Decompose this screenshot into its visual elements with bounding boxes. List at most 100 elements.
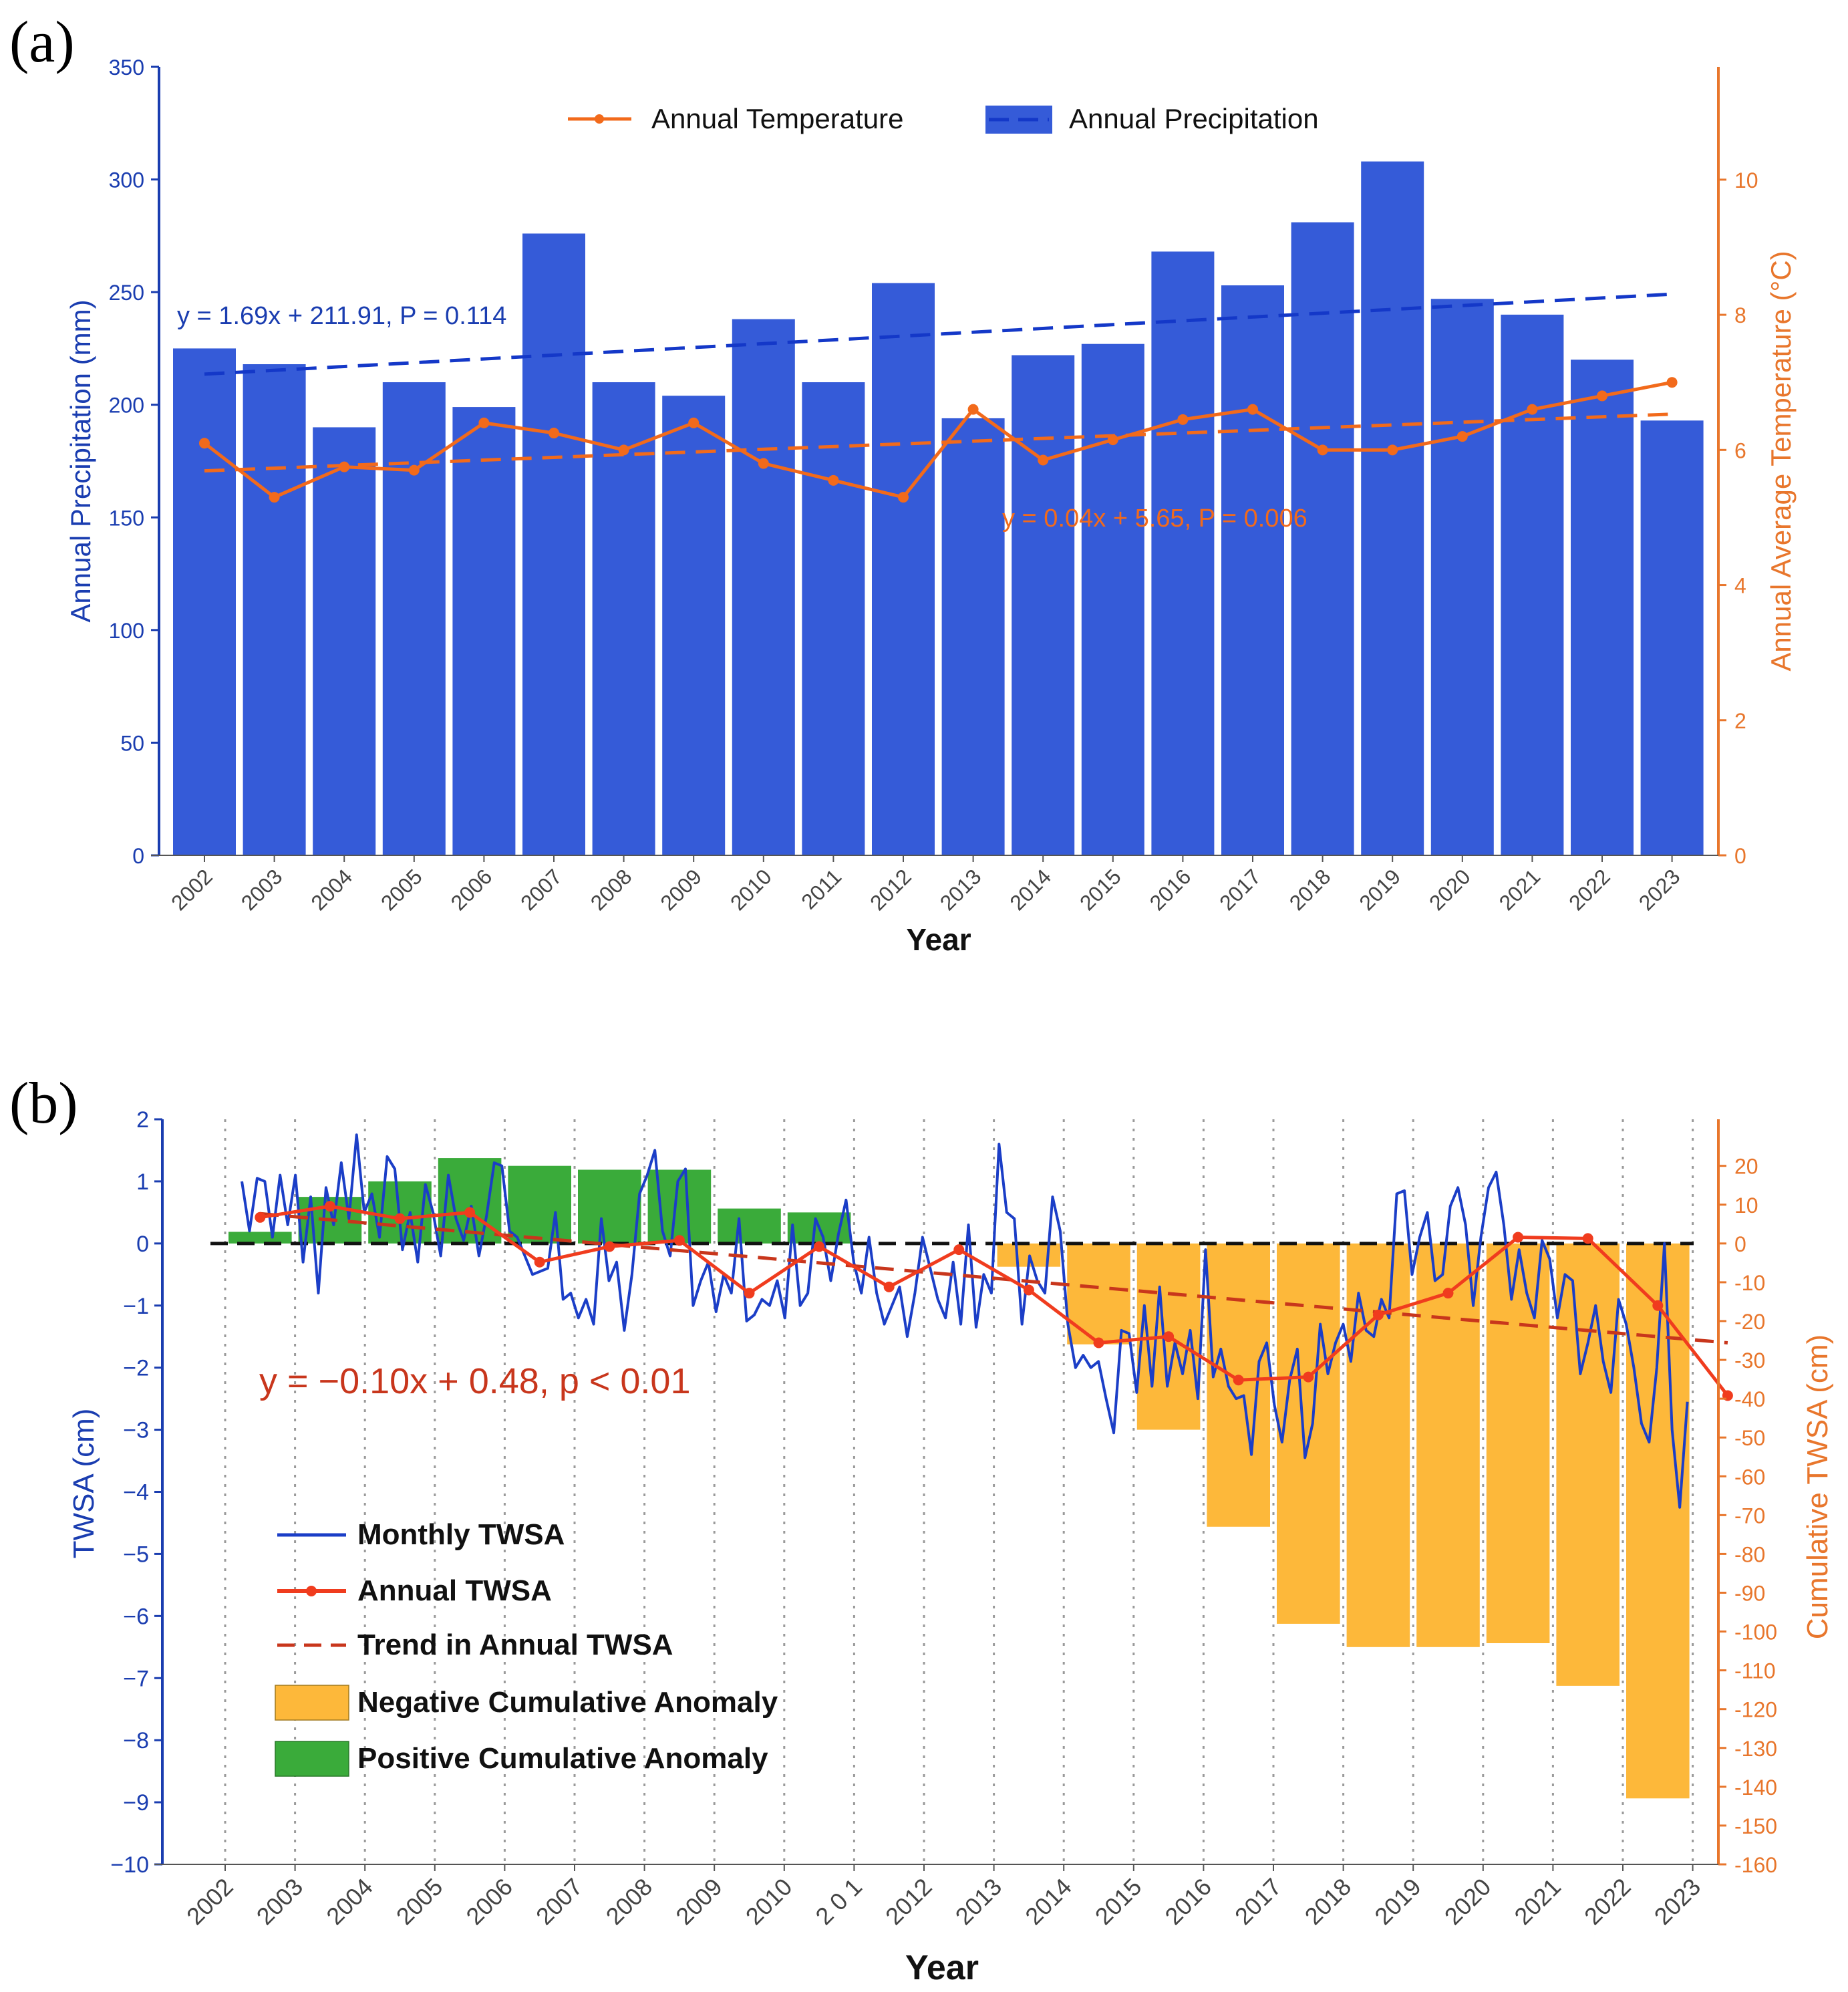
y2-axis-title-b: Cumulative TWSA (cm) bbox=[1801, 1334, 1834, 1639]
temp-tick-label: 0 bbox=[1734, 844, 1746, 868]
precip-bar-2002 bbox=[173, 348, 236, 855]
precip-tick-label: 300 bbox=[109, 168, 144, 192]
annual-point-11 bbox=[1023, 1284, 1034, 1296]
cumulative-tick-label: -60 bbox=[1734, 1465, 1765, 1489]
legend-positive-swatch bbox=[275, 1741, 349, 1777]
precip-bar-2007 bbox=[522, 233, 585, 855]
year-tick-label: 2017 bbox=[1215, 864, 1265, 915]
annual-point-9 bbox=[883, 1281, 895, 1292]
precip-bar-2012 bbox=[872, 283, 935, 856]
twsa-tick-label: 0 bbox=[136, 1232, 149, 1257]
cumulative-tick-label: -120 bbox=[1734, 1698, 1777, 1722]
cumulative-tick-label: -50 bbox=[1734, 1426, 1765, 1450]
cumulative-tick-label: -110 bbox=[1734, 1659, 1776, 1683]
cumulative-bar-2021 bbox=[1556, 1243, 1620, 1686]
year-tick-label: 2012 bbox=[865, 864, 916, 915]
temp-point-2009 bbox=[688, 417, 700, 428]
temp-tick-label: 4 bbox=[1734, 574, 1746, 598]
year-tick-label: 2003 bbox=[237, 864, 287, 915]
year-tick-label: 2022 bbox=[1564, 864, 1615, 915]
year-tick-label: 2021 bbox=[1495, 864, 1545, 915]
legend-b: Monthly TWSA Annual TWSA Trend in Annual… bbox=[275, 1518, 778, 1777]
legend-annual-label: Annual TWSA bbox=[357, 1574, 552, 1607]
temp-point-2017 bbox=[1247, 404, 1258, 415]
precip-bar-2011 bbox=[802, 382, 865, 855]
precip-bar-2009 bbox=[662, 396, 726, 855]
precip-tick-label: 150 bbox=[109, 506, 144, 530]
year-ticks: 2002 2003 2004 2005 2006 2007 2008 2009 2010 2011… bbox=[166, 855, 1685, 915]
trend-dashed-line bbox=[260, 1212, 1728, 1344]
year-tick-label-b: 2021 bbox=[1509, 1873, 1566, 1931]
year-tick-label-b: 2019 bbox=[1369, 1873, 1426, 1931]
year-tick-label-b: 2010 bbox=[740, 1873, 798, 1931]
cumulative-tick-label: -140 bbox=[1734, 1775, 1777, 1800]
cumulative-bar-2019 bbox=[1416, 1243, 1480, 1647]
twsa-tick-label: 2 bbox=[136, 1107, 149, 1133]
legend-positive-label: Positive Cumulative Anomaly bbox=[357, 1742, 768, 1775]
precip-tick-label: 50 bbox=[120, 731, 144, 755]
x-axis-title: Year bbox=[906, 922, 971, 957]
precip-bar-2018 bbox=[1291, 222, 1354, 856]
year-tick-label: 2007 bbox=[516, 864, 567, 915]
temp-point-2019 bbox=[1387, 444, 1398, 456]
twsa-tick-label: −4 bbox=[123, 1480, 149, 1506]
twsa-tick-label: 1 bbox=[136, 1169, 149, 1195]
panel-a-label: (a) bbox=[9, 10, 75, 75]
year-tick-label-b: 2012 bbox=[880, 1873, 937, 1931]
twsa-tick-label: −10 bbox=[110, 1852, 149, 1878]
temp-point-2011 bbox=[828, 474, 839, 486]
trend-equation-b: y = −0.10x + 0.48, p < 0.01 bbox=[259, 1361, 691, 1401]
year-tick-label-b: 2005 bbox=[391, 1873, 448, 1931]
year-tick-label: 2015 bbox=[1075, 864, 1126, 915]
panel-b-label: (b) bbox=[9, 1071, 78, 1136]
precip-bar-2006 bbox=[452, 407, 516, 855]
precip-bar-2014 bbox=[1012, 355, 1075, 855]
year-tick-label: 2002 bbox=[166, 864, 217, 915]
year-tick-label-b: 2014 bbox=[1020, 1873, 1077, 1931]
year-tick-label-b: 2016 bbox=[1159, 1873, 1217, 1931]
year-tick-label: 2020 bbox=[1424, 864, 1475, 915]
cumulative-bar-2020 bbox=[1486, 1243, 1550, 1643]
precip-bar-2003 bbox=[243, 364, 306, 855]
precip-tick-label: 350 bbox=[109, 55, 144, 80]
precip-ticks: 0 50 100 150 200 250 300 350 bbox=[109, 55, 1718, 868]
annual-point-5 bbox=[604, 1241, 615, 1252]
annual-point-0 bbox=[255, 1212, 266, 1223]
temp-tick-label: 8 bbox=[1734, 303, 1746, 327]
temp-polyline bbox=[203, 380, 1673, 499]
year-tick-label: 2009 bbox=[655, 864, 706, 915]
precip-trend-equation: y = 1.69x + 211.91, P = 0.114 bbox=[177, 302, 506, 330]
precip-tick-label: 200 bbox=[109, 394, 144, 418]
year-ticks-b: 2002 2003 2004 2005 2006 2007 2008 2009 2010 2 0 … bbox=[181, 1864, 1706, 1930]
annual-point-1 bbox=[324, 1201, 335, 1212]
temperature-line bbox=[199, 377, 1678, 503]
year-tick-label-b: 2013 bbox=[950, 1873, 1008, 1931]
precip-bar-2015 bbox=[1081, 343, 1144, 855]
twsa-tick-label: −3 bbox=[123, 1418, 149, 1443]
annual-point-19 bbox=[1582, 1233, 1593, 1244]
legend-temp-label: Annual Temperature bbox=[651, 103, 903, 134]
annual-point-13 bbox=[1163, 1331, 1175, 1342]
annual-point-6 bbox=[673, 1235, 685, 1246]
cumulative-tick-label: -70 bbox=[1734, 1504, 1765, 1528]
cumulative-tick-label: 0 bbox=[1734, 1232, 1746, 1256]
legend-temp-marker bbox=[595, 114, 604, 124]
cumulative-bar-2009 bbox=[718, 1208, 781, 1244]
legend-precip-label: Annual Precipitation bbox=[1069, 103, 1319, 134]
x-axis-title-b: Year bbox=[905, 1949, 979, 1987]
year-tick-label: 2011 bbox=[796, 864, 846, 913]
precipitation-bars bbox=[173, 161, 1704, 856]
precip-bar-2008 bbox=[592, 382, 655, 855]
year-tick-label-b: 2020 bbox=[1439, 1873, 1497, 1931]
precip-bar-2017 bbox=[1221, 285, 1284, 855]
precip-bar-2004 bbox=[313, 427, 376, 855]
cumulative-tick-label: -100 bbox=[1734, 1620, 1777, 1645]
twsa-tick-label: −2 bbox=[123, 1356, 149, 1381]
cumulative-tick-label: -30 bbox=[1734, 1348, 1765, 1373]
year-tick-label: 2004 bbox=[306, 864, 357, 915]
year-tick-label-b: 2018 bbox=[1299, 1873, 1357, 1931]
precip-bar-2013 bbox=[941, 418, 1005, 855]
cumulative-tick-label: -80 bbox=[1734, 1542, 1765, 1566]
